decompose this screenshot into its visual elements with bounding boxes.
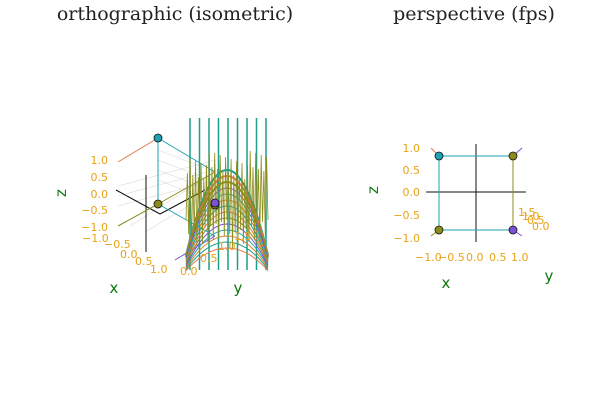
orthographic-panel: 1.0 0.5 0.0 −0.5 −1.0 −1.0 −0.5 0.0 0.5 … — [52, 118, 269, 297]
right-y-tick-2: 0.5 — [527, 214, 545, 227]
left-chart-title: orthographic (isometric) — [57, 3, 293, 25]
left-x-tick-2: 0.0 — [120, 248, 138, 261]
right-x-axis-label: x — [442, 274, 451, 292]
left-arch-curve-9 — [185, 223, 269, 267]
left-y-tick-3: 1.5 — [234, 230, 252, 243]
right-x-tick-1: −0.5 — [438, 251, 465, 264]
left-marker-2 — [210, 198, 220, 208]
left-x-tick-1: −0.5 — [104, 238, 131, 251]
left-marker-3 — [153, 199, 163, 209]
right-x-tick-3: 0.5 — [489, 251, 507, 264]
left-arch-curve-10 — [185, 229, 269, 268]
right-marker-1 — [508, 151, 518, 161]
right-y-axis-label: y — [545, 267, 554, 285]
right-marker-2 — [434, 225, 444, 235]
left-z-tick-4: −1.0 — [81, 221, 108, 234]
left-z-tick-2: 0.0 — [91, 188, 109, 201]
left-axes — [115, 175, 206, 252]
left-arch-curve-0 — [185, 168, 269, 256]
left-markers — [153, 133, 220, 210]
left-y-tick-2: 1.0 — [218, 240, 236, 253]
right-chart-title: perspective (fps) — [393, 3, 555, 25]
left-z-tick-1: 0.5 — [91, 171, 109, 184]
right-marker-0 — [434, 151, 444, 161]
left-y-tick-1: 0.5 — [200, 252, 218, 265]
left-marker-0 — [153, 133, 163, 143]
right-z-tick-0: 1.0 — [403, 142, 421, 155]
left-arch-curve-13 — [185, 247, 269, 271]
right-z-tick-3: −0.5 — [393, 209, 420, 222]
left-x-axis-label: x — [110, 279, 119, 297]
left-oscillation-curve — [185, 150, 269, 249]
left-z-axis-label: z — [52, 189, 70, 197]
left-z-tick-3: −0.5 — [81, 204, 108, 217]
left-y-tick-0: 0.0 — [180, 265, 198, 278]
right-y-tick-0: 1.5 — [518, 206, 536, 219]
perspective-panel: 1.0 0.5 0.0 −0.5 −1.0 −1.0 −0.5 0.0 0.5 … — [364, 142, 554, 292]
left-x-tick-3: 0.5 — [135, 255, 153, 268]
left-arch-curve-12 — [185, 241, 269, 270]
left-arch-curve-1 — [185, 174, 269, 257]
right-x-tick-2: 0.0 — [466, 251, 484, 264]
right-z-axis-label: z — [364, 186, 382, 194]
right-z-tick-1: 0.5 — [403, 164, 421, 177]
left-surface-curves — [185, 118, 269, 271]
right-marker-3 — [508, 225, 518, 235]
left-y-axis-label: y — [234, 279, 243, 297]
left-x-tick-4: 1.0 — [150, 263, 168, 276]
left-x-tick-0: −1.0 — [82, 232, 109, 245]
right-x-tick-4: 1.0 — [511, 251, 529, 264]
right-markers — [434, 151, 518, 235]
right-y-tick-1: 1.0 — [522, 210, 540, 223]
right-z-tick-4: −1.0 — [393, 232, 420, 245]
right-x-tick-0: −1.0 — [415, 251, 442, 264]
right-z-tick-2: 0.0 — [403, 186, 421, 199]
left-arch-curve-11 — [185, 235, 269, 269]
left-z-tick-0: 1.0 — [91, 154, 109, 167]
right-axes — [426, 144, 526, 242]
right-y-tick-3: 0.0 — [532, 220, 550, 233]
